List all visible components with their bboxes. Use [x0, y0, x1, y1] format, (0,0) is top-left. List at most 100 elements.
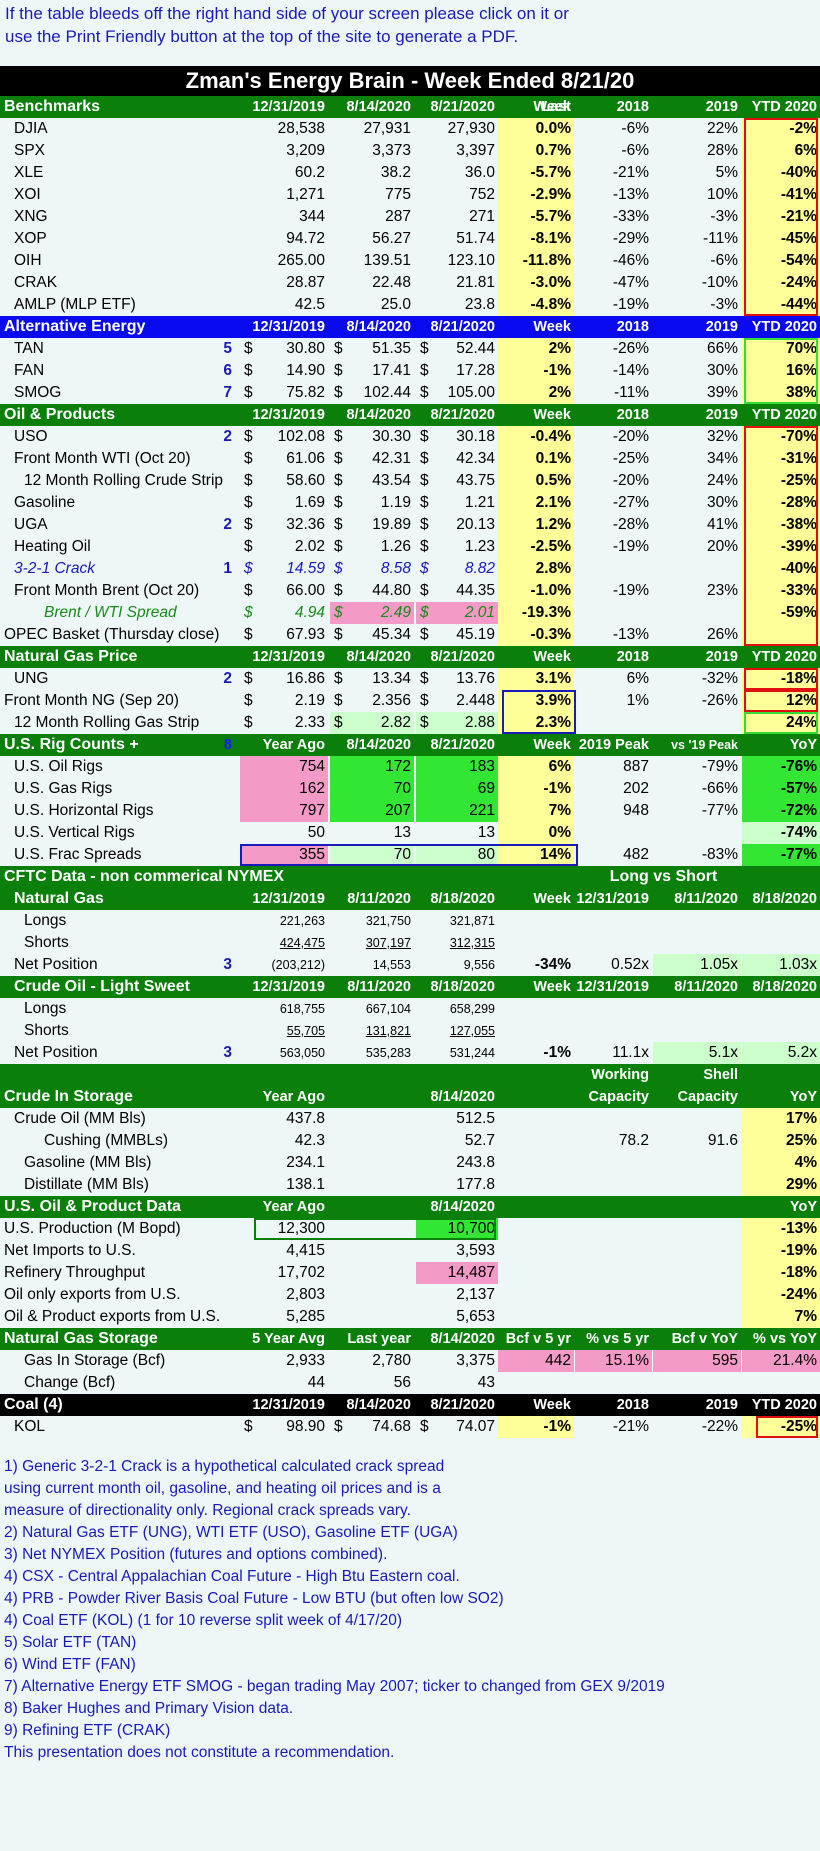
value-text: 307,197 [365, 936, 411, 950]
value-col-3: 36.0 [416, 162, 498, 184]
value-text: 105.00 [447, 384, 495, 401]
value-col-6: 28% [653, 140, 741, 162]
column-header: 2018 [616, 1397, 649, 1413]
column-header: 8/11/2020 [674, 979, 738, 995]
value-col-2: 667,104 [330, 998, 414, 1020]
value-text: -22% [701, 1418, 738, 1435]
dollar-sign: $ [334, 384, 343, 401]
value-text: 50 [307, 824, 325, 841]
value-col-4 [498, 1108, 574, 1130]
value-col-2 [330, 1306, 414, 1328]
value-text: -1% [543, 780, 571, 797]
value-col-6: 66% [653, 338, 741, 360]
value-col-1: $75.82 [240, 382, 328, 404]
value-col-5 [575, 822, 652, 844]
value-text: 28,538 [277, 120, 325, 137]
row-label: XLE [14, 164, 44, 181]
value-text: 10,700 [447, 1220, 495, 1237]
value-col-4: 2.8% [498, 558, 574, 580]
row-label: Front Month NG (Sep 20) [4, 692, 179, 709]
section-title: Natural Gas [14, 890, 104, 907]
column-header: Bcf v YoY [671, 1331, 738, 1347]
column-header: Capacity [588, 1089, 649, 1105]
table-row: OIH 265.00 139.51 123.10 -11.8% -46% -6% -54% [0, 250, 820, 272]
value-col-7: 12% [742, 690, 820, 712]
column-header: 2019 [705, 407, 738, 423]
value-col-1: 797 [240, 800, 328, 822]
value-col-1: 28.87 [240, 272, 328, 294]
dollar-sign: $ [244, 560, 253, 577]
value-col-5 [575, 910, 652, 932]
value-text: 30.80 [286, 340, 325, 357]
table-row: SMOG 7 $75.82 $102.44 $105.00 2% -11% 39% 38% [0, 382, 820, 404]
value-col-2: 3,373 [330, 140, 414, 162]
value-text: 5,285 [286, 1308, 325, 1325]
value-text: 127,055 [449, 1024, 495, 1038]
value-col-5: -19% [575, 294, 652, 316]
value-col-4 [498, 1284, 574, 1306]
value-text: -76% [780, 758, 817, 775]
value-text: 51.74 [456, 230, 495, 247]
value-text: -1% [543, 1418, 571, 1435]
value-col-1: (203,212) [240, 954, 328, 976]
value-text: 70 [393, 846, 411, 863]
value-text: -11.8% [522, 252, 571, 269]
value-text: 221,263 [279, 914, 325, 928]
value-col-6: -6% [653, 250, 741, 272]
table-row: Front Month WTI (Oct 20) $61.06 $42.31 $42.… [0, 448, 820, 470]
value-text: -13% [780, 1220, 817, 1237]
value-text: -1% [543, 1044, 571, 1061]
value-col-2: $2.356 [330, 690, 414, 712]
value-text: -3% [710, 296, 738, 313]
value-text: 61.06 [286, 450, 325, 467]
value-col-6: 5% [653, 162, 741, 184]
value-col-4 [498, 1306, 574, 1328]
dollar-sign: $ [244, 340, 253, 357]
value-col-5: -27% [575, 492, 652, 514]
value-col-4: -2.9% [498, 184, 574, 206]
value-col-3: $105.00 [416, 382, 498, 404]
value-text: 139.51 [363, 252, 411, 269]
dollar-sign: $ [334, 670, 343, 687]
value-text: 14.90 [286, 362, 325, 379]
value-col-7: 7% [742, 1306, 820, 1328]
value-text: 98.90 [286, 1418, 325, 1435]
dollar-sign: $ [420, 384, 429, 401]
value-col-2 [330, 1240, 414, 1262]
value-col-2: $13.34 [330, 668, 414, 690]
dollar-sign: $ [420, 1418, 429, 1435]
value-text: 618,755 [279, 1002, 325, 1016]
value-text: 948 [623, 802, 649, 819]
column-header: Bcf v 5 yr [505, 1331, 571, 1347]
value-text: 17% [785, 1110, 817, 1127]
row-label: UNG [14, 670, 49, 687]
value-col-7: -24% [742, 1284, 820, 1306]
table-row: SPX 3,209 3,373 3,397 0.7% -6% 28% 6% [0, 140, 820, 162]
value-text: 70 [393, 780, 411, 797]
value-col-2 [330, 1262, 414, 1284]
value-col-6 [653, 602, 741, 624]
value-text: 172 [385, 758, 411, 775]
value-text: 51.35 [372, 340, 411, 357]
row-label: Net Position [14, 956, 98, 973]
value-text: 3,397 [456, 142, 495, 159]
value-col-5 [575, 1152, 652, 1174]
value-text: 20.13 [456, 516, 495, 533]
value-col-1: 355 [240, 844, 328, 866]
value-col-5 [575, 1020, 652, 1042]
value-text: -74% [780, 824, 817, 841]
value-col-2 [330, 1130, 414, 1152]
column-header: 8/14/2020 [430, 1199, 495, 1215]
value-text: 14% [539, 846, 571, 863]
row-label: Crude Oil (MM Bls) [14, 1110, 146, 1127]
value-col-4: -0.4% [498, 426, 574, 448]
value-text: -4.8% [530, 296, 572, 313]
row-label: Front Month WTI (Oct 20) [14, 450, 191, 467]
value-text: 7% [794, 1308, 817, 1325]
section-title: Benchmarks [4, 98, 101, 115]
column-header: YTD 2020 [751, 99, 817, 115]
section-header: Alternative Energy 12/31/2019 8/14/2020 8/2… [0, 316, 820, 338]
value-col-1: 44 [240, 1372, 328, 1394]
column-header: 12/31/2019 [252, 891, 325, 907]
section-title: Crude In Storage [4, 1088, 133, 1105]
